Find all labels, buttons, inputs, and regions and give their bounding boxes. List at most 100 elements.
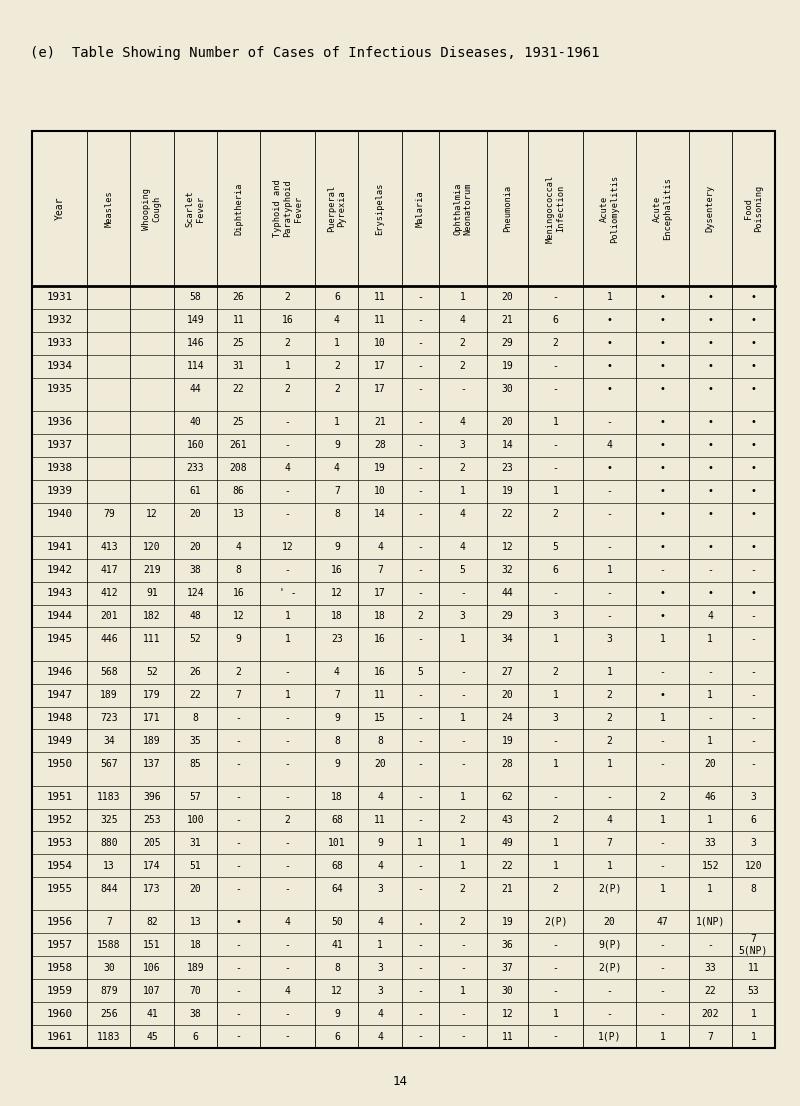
Text: -: - [235, 985, 242, 995]
Text: 1955: 1955 [46, 884, 73, 894]
Text: 1951: 1951 [46, 792, 73, 802]
Text: 23: 23 [331, 634, 342, 644]
Text: 8: 8 [750, 884, 756, 894]
Text: 64: 64 [331, 884, 342, 894]
Text: 6: 6 [553, 315, 558, 325]
Text: 1: 1 [707, 690, 713, 700]
Text: 1: 1 [553, 860, 558, 870]
Text: -: - [553, 1032, 558, 1042]
Text: -: - [750, 713, 756, 723]
Text: -: - [417, 1009, 423, 1019]
Text: 1: 1 [553, 634, 558, 644]
Text: Dysentery: Dysentery [706, 185, 714, 232]
Text: Puerperal
Pyrexia: Puerperal Pyrexia [327, 185, 346, 232]
Text: •: • [707, 362, 713, 372]
Text: •: • [235, 917, 242, 927]
Text: -: - [285, 417, 290, 427]
Text: 4: 4 [377, 542, 383, 552]
Text: -: - [417, 588, 423, 598]
Text: 58: 58 [190, 292, 201, 302]
Text: •: • [707, 542, 713, 552]
Text: 91: 91 [146, 588, 158, 598]
Text: 1: 1 [659, 713, 666, 723]
Text: 19: 19 [502, 487, 514, 497]
Text: 2: 2 [235, 667, 242, 677]
Text: 1953: 1953 [46, 838, 73, 848]
Text: -: - [606, 542, 613, 552]
Text: 1: 1 [377, 940, 383, 950]
Text: Typhoid and
Paratyphoid
Fever: Typhoid and Paratyphoid Fever [273, 179, 302, 238]
Text: -: - [285, 963, 290, 973]
Text: 22: 22 [233, 384, 244, 394]
Text: -: - [417, 759, 423, 769]
Text: 1588: 1588 [97, 940, 121, 950]
Text: 1: 1 [606, 565, 613, 575]
Text: -: - [235, 735, 242, 745]
Text: 1945: 1945 [46, 634, 73, 644]
Text: -: - [606, 417, 613, 427]
Text: 2: 2 [553, 338, 558, 348]
Text: -: - [285, 940, 290, 950]
Text: -: - [750, 634, 756, 644]
Text: 1: 1 [659, 1032, 666, 1042]
Text: 146: 146 [186, 338, 204, 348]
Text: -: - [417, 860, 423, 870]
Text: 233: 233 [186, 463, 204, 473]
Text: •: • [659, 440, 666, 450]
Text: 9: 9 [334, 759, 340, 769]
Text: 5: 5 [460, 565, 466, 575]
Text: 13: 13 [190, 917, 201, 927]
Text: 1937: 1937 [46, 440, 73, 450]
Text: 412: 412 [100, 588, 118, 598]
Text: -: - [606, 487, 613, 497]
Text: 2: 2 [553, 667, 558, 677]
Text: 2: 2 [460, 815, 466, 825]
Text: 33: 33 [704, 838, 716, 848]
Text: -: - [606, 1009, 613, 1019]
Text: 12: 12 [502, 1009, 514, 1019]
Text: 1: 1 [460, 292, 466, 302]
Text: 114: 114 [186, 362, 204, 372]
Text: 18: 18 [190, 940, 201, 950]
Text: 1: 1 [285, 634, 290, 644]
Text: 14: 14 [502, 440, 514, 450]
Text: 1: 1 [460, 634, 466, 644]
Text: 20: 20 [502, 690, 514, 700]
Text: 219: 219 [143, 565, 161, 575]
Text: 41: 41 [146, 1009, 158, 1019]
Text: 261: 261 [230, 440, 247, 450]
Text: 57: 57 [190, 792, 201, 802]
Text: 49: 49 [502, 838, 514, 848]
Text: -: - [417, 690, 423, 700]
Text: 3: 3 [377, 985, 383, 995]
Text: 17: 17 [374, 362, 386, 372]
Text: 2: 2 [606, 735, 613, 745]
Text: 2: 2 [553, 815, 558, 825]
Text: 3: 3 [460, 611, 466, 620]
Text: -: - [285, 792, 290, 802]
Text: 3: 3 [460, 440, 466, 450]
Text: 160: 160 [186, 440, 204, 450]
Text: -: - [417, 985, 423, 995]
Text: 2: 2 [553, 509, 558, 519]
Text: 446: 446 [100, 634, 118, 644]
Text: -: - [553, 588, 558, 598]
Text: 2: 2 [460, 917, 466, 927]
Text: 44: 44 [502, 588, 514, 598]
Text: 174: 174 [143, 860, 161, 870]
Text: 1941: 1941 [46, 542, 73, 552]
Text: 8: 8 [334, 509, 340, 519]
Text: Food
Poisoning: Food Poisoning [744, 185, 763, 232]
Text: 101: 101 [328, 838, 346, 848]
Text: -: - [460, 667, 466, 677]
Text: 25: 25 [233, 338, 244, 348]
Text: 1: 1 [606, 759, 613, 769]
Text: •: • [707, 338, 713, 348]
Text: 11: 11 [233, 315, 244, 325]
Text: 106: 106 [143, 963, 161, 973]
Text: 189: 189 [143, 735, 161, 745]
Text: 25: 25 [233, 417, 244, 427]
Text: 4: 4 [377, 792, 383, 802]
Text: 152: 152 [702, 860, 719, 870]
Text: 189: 189 [186, 963, 204, 973]
